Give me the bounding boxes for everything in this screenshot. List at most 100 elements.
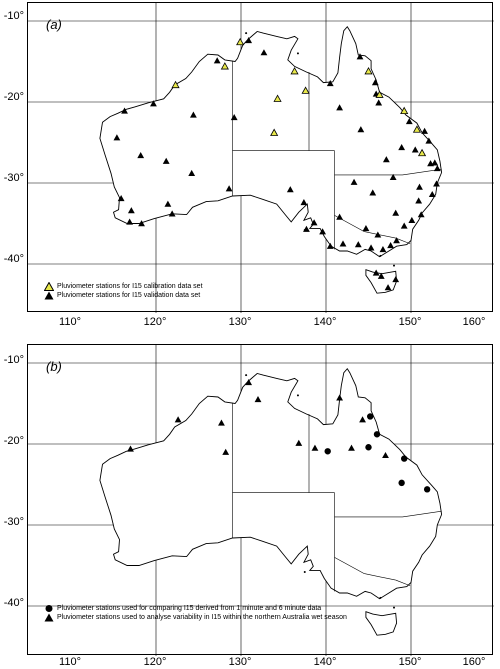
station-validation bbox=[398, 143, 406, 151]
station-validation bbox=[138, 220, 145, 227]
station-validation bbox=[126, 218, 134, 225]
station-validation bbox=[113, 134, 121, 141]
state-border bbox=[395, 579, 411, 587]
island bbox=[379, 596, 382, 599]
station-validation bbox=[375, 99, 383, 106]
triangle-black-icon bbox=[44, 291, 54, 300]
station-validation bbox=[408, 216, 416, 223]
lon-tick-label: 150° bbox=[398, 656, 422, 668]
lat-tick-label: -20° bbox=[3, 435, 24, 447]
island bbox=[245, 32, 248, 35]
station-validation bbox=[168, 210, 176, 217]
lon-tick-label: 160° bbox=[462, 316, 486, 328]
island bbox=[296, 394, 299, 397]
triangle-black-icon bbox=[44, 613, 54, 622]
station-validation bbox=[117, 194, 125, 202]
station-validation bbox=[421, 127, 428, 134]
legend: Pluviometer stations for I15 calibration… bbox=[44, 282, 203, 300]
station-validation bbox=[379, 246, 387, 253]
station-validation bbox=[354, 241, 362, 248]
station-validation bbox=[416, 183, 423, 190]
station-validation bbox=[357, 126, 365, 133]
station-variability bbox=[295, 439, 303, 446]
station-validation bbox=[427, 160, 434, 167]
panel-label: (a) bbox=[46, 17, 62, 32]
station-comparison bbox=[367, 413, 374, 420]
legend: Pluviometer stations used for comparing … bbox=[44, 604, 347, 622]
island bbox=[303, 570, 306, 573]
lat-tick-label: -10° bbox=[3, 10, 24, 22]
island bbox=[393, 606, 395, 609]
map-canvas-b bbox=[28, 345, 494, 656]
station-validation bbox=[326, 79, 334, 87]
station-validation bbox=[127, 207, 135, 214]
lon-tick-label: 120° bbox=[143, 656, 167, 668]
lon-tick-label: 110° bbox=[59, 316, 81, 328]
station-calibration bbox=[290, 66, 299, 75]
station-comparison bbox=[324, 448, 331, 455]
station-validation bbox=[371, 79, 379, 86]
lat-tick-label: -30° bbox=[3, 516, 24, 528]
station-validation bbox=[433, 180, 440, 187]
station-calibration bbox=[220, 62, 229, 70]
state-border bbox=[364, 573, 396, 581]
station-validation bbox=[367, 244, 375, 251]
station-validation bbox=[374, 231, 382, 238]
legend-item: Pluviometer stations used for comparing … bbox=[44, 604, 347, 613]
station-validation bbox=[300, 199, 308, 206]
station-validation bbox=[225, 185, 233, 192]
station-validation bbox=[362, 224, 370, 232]
station-validation bbox=[377, 272, 385, 279]
station-variability bbox=[245, 379, 253, 386]
station-variability bbox=[254, 396, 262, 403]
state-border bbox=[364, 231, 396, 239]
legend-text: Pluviometer stations for I15 calibration… bbox=[57, 283, 203, 290]
station-comparison bbox=[398, 479, 405, 487]
state-border bbox=[334, 557, 365, 574]
legend-text: Pluviometer stations for I15 validation … bbox=[57, 292, 201, 299]
station-validation bbox=[164, 200, 172, 207]
station-validation bbox=[213, 57, 221, 64]
lon-tick-label: 140° bbox=[313, 316, 337, 328]
station-validation bbox=[230, 113, 238, 121]
lon-tick-label: 150° bbox=[398, 316, 422, 328]
australia-coastline bbox=[99, 25, 443, 258]
station-validation bbox=[433, 165, 441, 172]
station-validation bbox=[393, 237, 400, 244]
island bbox=[296, 52, 299, 55]
lat-tick-label: -10° bbox=[3, 354, 24, 366]
station-calibration bbox=[375, 90, 384, 98]
station-calibration bbox=[171, 80, 180, 89]
circle-black-icon bbox=[45, 605, 53, 612]
station-variability bbox=[348, 444, 355, 451]
island bbox=[379, 254, 382, 257]
station-validation bbox=[150, 100, 157, 107]
station-validation bbox=[389, 173, 397, 181]
station-comparison bbox=[373, 431, 381, 438]
island bbox=[393, 264, 395, 267]
lon-tick-label: 130° bbox=[228, 316, 252, 328]
map-panel-b: (b) Pluviometer stations used for compar… bbox=[27, 344, 494, 656]
state-border bbox=[402, 510, 442, 518]
map-canvas-a bbox=[28, 3, 494, 313]
station-validation bbox=[190, 111, 197, 118]
station-validation bbox=[369, 189, 377, 196]
lon-tick-label: 120° bbox=[143, 316, 167, 328]
legend-item: Pluviometer stations used to analyse var… bbox=[44, 613, 347, 622]
station-calibration bbox=[301, 86, 310, 94]
station-validation bbox=[382, 156, 390, 163]
station-calibration bbox=[236, 37, 245, 46]
station-validation bbox=[384, 284, 392, 291]
station-variability bbox=[174, 416, 182, 423]
station-validation bbox=[428, 190, 436, 198]
legend-text: Pluviometer stations used to analyse var… bbox=[57, 614, 347, 621]
station-validation bbox=[431, 159, 439, 166]
legend-item: Pluviometer stations for I15 calibration… bbox=[44, 282, 203, 291]
station-variability bbox=[218, 419, 225, 426]
station-validation bbox=[400, 222, 408, 229]
station-calibration bbox=[417, 148, 427, 157]
lat-tick-label: -20° bbox=[3, 91, 24, 103]
station-validation bbox=[339, 240, 347, 247]
panel-label: (b) bbox=[46, 359, 62, 374]
station-calibration bbox=[273, 94, 282, 102]
